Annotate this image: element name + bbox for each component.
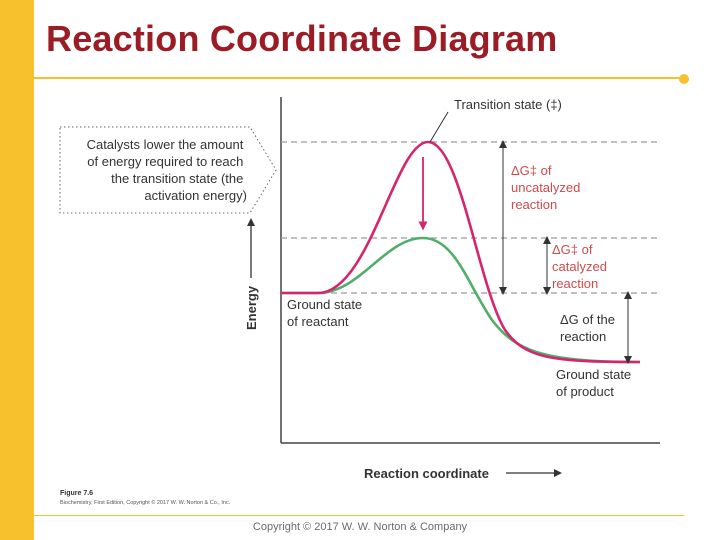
ground-state-reactant-label: Ground state of reactant [287,297,366,329]
catalyst-note: Catalysts lower the amount of energy req… [87,137,247,203]
footer-rule [34,515,684,516]
transition-state-leader [429,111,449,143]
energy-axis-label: Energy [244,285,259,330]
reaction-coordinate-label: Reaction coordinate [364,466,489,481]
figure-credit: Biochemistry, First Edition, Copyright ©… [60,499,231,506]
catalyzed-dg-label: ΔG‡ of catalyzed reaction [552,242,611,291]
left-accent-bar [0,0,34,540]
title-underline-dot [679,74,689,84]
uncatalyzed-dg-label: ΔG‡ of uncatalyzed reaction [511,163,584,212]
catalyst-note-callout [59,126,277,214]
copyright-notice: Copyright © 2017 W. W. Norton & Company [252,521,468,533]
slide-title: Reaction Coordinate Diagram [46,18,558,59]
title-underline [34,77,684,79]
ground-state-product-label: Ground state of product [556,367,635,399]
reaction-dg-label: ΔG of the reaction [560,312,619,344]
uncatalyzed-curve [281,140,641,364]
catalyzed-curve [281,236,641,364]
transition-state-label: Transition state (‡) [454,97,562,112]
figure-number: Figure 7.6 [60,490,93,497]
